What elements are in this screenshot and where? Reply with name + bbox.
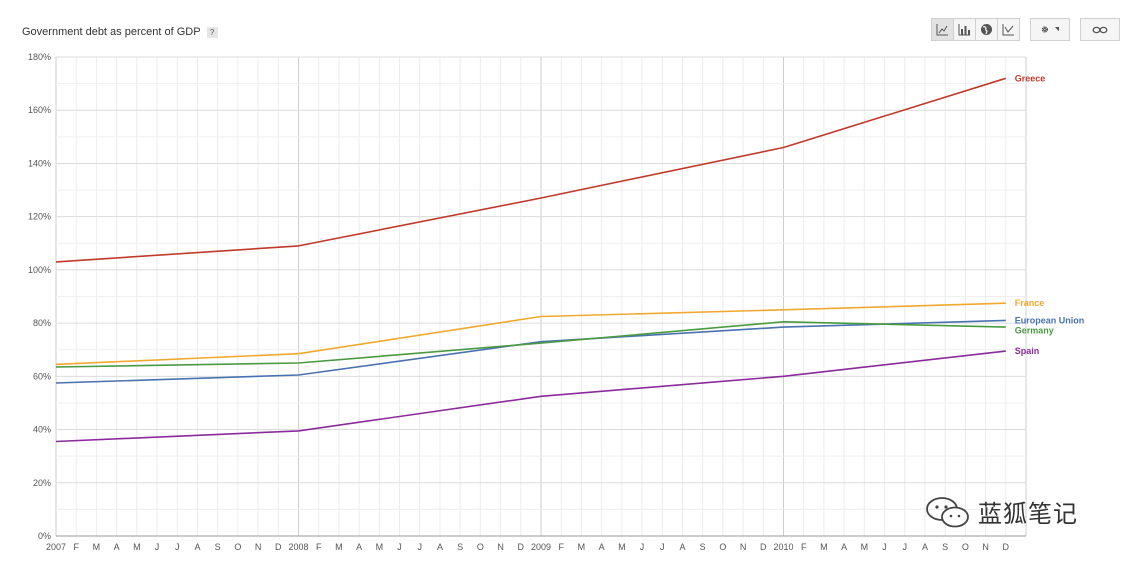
x-tick-month-label: J: [397, 542, 402, 552]
x-tick-month-label: J: [155, 542, 160, 552]
y-tick-label: 40%: [33, 425, 51, 435]
x-tick-month-label: F: [73, 542, 79, 552]
x-tick-month-label: S: [457, 542, 463, 552]
x-tick-month-label: A: [356, 542, 362, 552]
map-chart-button[interactable]: [975, 18, 998, 41]
wechat-icon: [926, 496, 969, 527]
share-link-button[interactable]: [1080, 18, 1120, 41]
x-tick-month-label: O: [477, 542, 484, 552]
x-tick-month-label: S: [700, 542, 706, 552]
x-tick-year-label: 2007: [46, 542, 66, 552]
x-tick-month-label: D: [275, 542, 282, 552]
watermark-text: 蓝狐笔记: [978, 500, 1078, 528]
y-tick-label: 0%: [38, 531, 51, 541]
x-tick-month-label: F: [558, 542, 564, 552]
x-tick-month-label: M: [376, 542, 384, 552]
chart-grid: [55, 56, 1027, 537]
series-line-france: [55, 302, 1006, 366]
x-tick-month-label: O: [719, 542, 726, 552]
x-tick-month-label: O: [234, 542, 241, 552]
x-tick-month-label: N: [497, 542, 504, 552]
y-tick-label: 60%: [33, 371, 51, 381]
x-tick-month-label: J: [640, 542, 645, 552]
x-tick-month-label: M: [618, 542, 626, 552]
x-tick-month-label: M: [861, 542, 869, 552]
x-tick-month-label: A: [437, 542, 443, 552]
series-label-france: France: [1015, 298, 1045, 308]
globe-icon: [981, 24, 992, 35]
x-tick-month-label: D: [1003, 542, 1010, 552]
chart-type-group: [931, 18, 1020, 41]
y-tick-label: 140%: [28, 158, 51, 168]
x-tick-month-label: N: [982, 542, 989, 552]
x-tick-month-label: M: [133, 542, 141, 552]
line-chart-icon: [936, 24, 948, 36]
series-label-greece: Greece: [1015, 73, 1046, 83]
chart-toolbar: [931, 18, 1120, 41]
help-button[interactable]: ?: [206, 26, 218, 38]
x-tick-month-label: F: [801, 542, 807, 552]
x-tick-month-label: O: [962, 542, 969, 552]
x-tick-month-label: F: [316, 542, 322, 552]
series-label-european-union: European Union: [1015, 315, 1085, 325]
x-tick-month-label: D: [518, 542, 525, 552]
chart-title-text: Government debt as percent of GDP: [22, 26, 201, 38]
chart-axes: 0% 20% 40% 60% 80% 100% 120% 140% 160% 180% 2007 F M…: [28, 52, 1026, 552]
series-line-spain: [55, 350, 1006, 443]
x-tick-month-label: N: [255, 542, 262, 552]
x-tick-month-label: A: [922, 542, 928, 552]
bar-chart-icon: [958, 24, 970, 36]
x-tick-year-label: 2008: [288, 542, 308, 552]
x-tick-month-label: A: [194, 542, 200, 552]
x-tick-month-label: M: [578, 542, 586, 552]
x-tick-month-label: J: [660, 542, 665, 552]
x-tick-month-label: M: [820, 542, 828, 552]
x-tick-month-label: D: [760, 542, 767, 552]
x-tick-month-label: A: [841, 542, 847, 552]
x-tick-month-label: A: [599, 542, 605, 552]
x-tick-month-label: S: [215, 542, 221, 552]
x-tick-month-label: J: [903, 542, 908, 552]
x-tick-year-label: 2010: [773, 542, 793, 552]
series-label-spain: Spain: [1015, 346, 1040, 356]
x-tick-month-label: A: [114, 542, 120, 552]
chart-title: Government debt as percent of GDP ?: [22, 26, 218, 38]
settings-button[interactable]: [1030, 18, 1070, 41]
x-tick-month-label: A: [679, 542, 685, 552]
bar-chart-button[interactable]: [953, 18, 976, 41]
scatter-chart-button[interactable]: [997, 18, 1020, 41]
series-line-greece: [55, 77, 1007, 263]
link-icon: [1092, 26, 1108, 33]
y-tick-label: 100%: [28, 265, 51, 275]
y-tick-label: 80%: [33, 318, 51, 328]
x-tick-month-label: J: [175, 542, 180, 552]
x-tick-month-label: M: [335, 542, 343, 552]
chart-series: [55, 77, 1007, 443]
x-tick-month-label: J: [418, 542, 423, 552]
y-tick-label: 120%: [28, 212, 51, 222]
x-tick-month-label: M: [93, 542, 101, 552]
y-tick-label: 160%: [28, 105, 51, 115]
y-tick-label: 20%: [33, 478, 51, 488]
series-line-germany: [55, 320, 1006, 368]
gear-icon: [1041, 26, 1049, 33]
y-tick-label: 180%: [28, 52, 51, 62]
series-line-european-union: [55, 319, 1006, 384]
chevron-down-icon: [1054, 27, 1059, 31]
watermark: 蓝狐笔记: [924, 494, 1078, 529]
x-tick-month-label: S: [942, 542, 948, 552]
x-tick-month-label: J: [882, 542, 887, 552]
scatter-chart-icon: [1002, 24, 1014, 36]
x-tick-month-label: N: [740, 542, 747, 552]
x-tick-year-label: 2009: [531, 542, 551, 552]
series-label-germany: Germany: [1015, 325, 1054, 335]
